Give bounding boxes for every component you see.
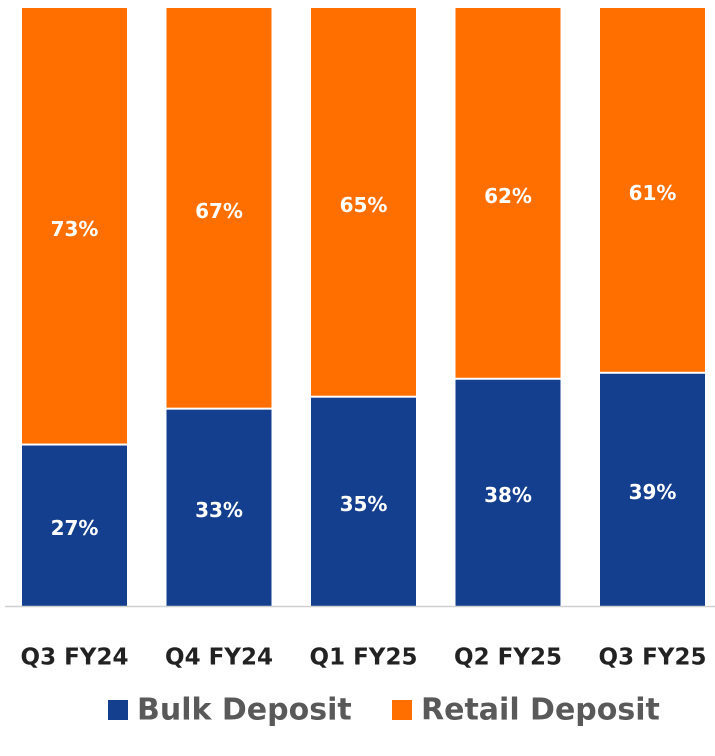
legend-swatch: [392, 700, 412, 720]
data-label: 73%: [51, 217, 99, 241]
data-label: 62%: [484, 184, 532, 208]
bar-segment: [166, 8, 272, 408]
data-label: 67%: [195, 199, 243, 223]
data-label: 38%: [484, 483, 532, 507]
data-label: 27%: [51, 516, 99, 540]
legend-label: Bulk Deposit: [137, 693, 352, 728]
bar-segment: [455, 8, 561, 378]
legend-swatch: [108, 700, 128, 720]
data-label: 39%: [629, 480, 677, 504]
bar-segment: [311, 397, 416, 606]
bar-segment: [455, 379, 561, 606]
x-tick-label: Q1 FY25: [310, 645, 418, 671]
bar-segment: [166, 409, 272, 606]
bar-segment: [22, 8, 127, 444]
legend-label: Retail Deposit: [421, 693, 660, 728]
bar-segment: [311, 8, 416, 396]
x-tick-label: Q4 FY24: [165, 645, 273, 671]
data-label: 35%: [340, 492, 388, 516]
bar-segment: [600, 8, 705, 372]
x-tick-label: Q2 FY25: [454, 645, 562, 671]
data-label: 33%: [195, 498, 243, 522]
bar-segment: [600, 373, 705, 606]
x-tick-label: Q3 FY24: [21, 645, 129, 671]
x-tick-label: Q3 FY25: [599, 645, 707, 671]
data-label: 61%: [629, 181, 677, 205]
bar-segment: [22, 445, 127, 606]
data-label: 65%: [340, 193, 388, 217]
